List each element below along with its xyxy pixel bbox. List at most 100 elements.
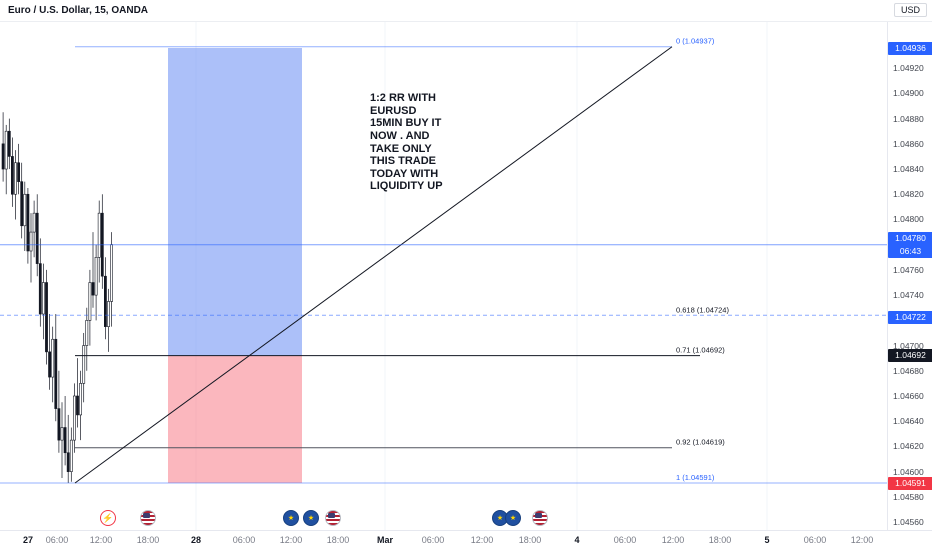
candle-body bbox=[104, 275, 107, 327]
candle-body bbox=[97, 212, 101, 258]
long-position-risk-zone[interactable] bbox=[168, 355, 302, 484]
fib-level-label: 0.71 (1.04692) bbox=[676, 346, 725, 355]
price-tick: 1.04920 bbox=[893, 63, 924, 74]
candle-body bbox=[79, 383, 83, 416]
candle-body bbox=[91, 282, 95, 296]
price-tag-value: 1.04591 bbox=[895, 477, 926, 488]
price-axis[interactable]: 1.04920 1.04900 1.04880 1.04860 1.04840 1.048… bbox=[887, 22, 932, 530]
price-tick: 1.04800 bbox=[893, 214, 924, 225]
candle-body bbox=[63, 427, 67, 454]
price-tick: 1.04580 bbox=[893, 491, 924, 502]
time-tick: 06:00 bbox=[45, 535, 69, 545]
candle-body bbox=[11, 156, 14, 195]
time-tick: 06:00 bbox=[803, 535, 827, 545]
event-us-flag-icon[interactable] bbox=[532, 510, 548, 526]
time-axis[interactable]: 27 06:00 12:00 18:00 28 06:00 12:00 18:00 Mar 06:… bbox=[0, 530, 932, 550]
time-tick: 12:00 bbox=[850, 535, 874, 545]
price-tick: 1.04560 bbox=[893, 517, 924, 528]
candle-body bbox=[85, 320, 89, 346]
candle-body bbox=[1, 143, 5, 170]
candle-body bbox=[60, 427, 64, 441]
candle-body bbox=[110, 244, 114, 302]
price-tick: 1.04880 bbox=[893, 113, 924, 124]
candle-body bbox=[82, 345, 86, 384]
price-tick: 1.04840 bbox=[893, 164, 924, 175]
candle-body bbox=[51, 338, 55, 378]
candle-body bbox=[66, 452, 70, 472]
price-tag-value: 1.04692 bbox=[895, 350, 926, 361]
symbol-title[interactable]: Euro / U.S. Dollar, 15, OANDA bbox=[8, 5, 149, 16]
candle-body bbox=[17, 162, 21, 182]
fib-price-tag[interactable]: 1.04722 bbox=[888, 311, 932, 325]
long-position-profit-zone[interactable] bbox=[168, 48, 302, 356]
candle-body bbox=[94, 257, 98, 296]
candle-body bbox=[32, 212, 36, 233]
candle-body bbox=[35, 212, 39, 264]
event-eu-flag-icon[interactable]: ★ bbox=[283, 510, 299, 526]
time-tick: 18:00 bbox=[326, 535, 350, 545]
candle-body bbox=[57, 408, 61, 441]
candle-body bbox=[38, 263, 42, 315]
candle-body bbox=[20, 181, 24, 227]
price-tick: 1.04740 bbox=[893, 290, 924, 301]
time-tick: 12:00 bbox=[279, 535, 303, 545]
target-price-tag[interactable]: 1.04936 bbox=[888, 41, 932, 55]
price-tag-value: 1.04936 bbox=[895, 42, 926, 53]
price-tick: 1.04660 bbox=[893, 391, 924, 401]
candle-body bbox=[4, 130, 8, 170]
price-tick: 1.04820 bbox=[893, 189, 924, 200]
candle-body bbox=[76, 395, 79, 416]
event-us-flag-icon[interactable] bbox=[140, 510, 156, 526]
price-tick: 1.04760 bbox=[893, 264, 924, 275]
event-bolt-icon[interactable]: ⚡ bbox=[100, 510, 116, 526]
candle-body bbox=[41, 282, 45, 315]
time-tick: 4 bbox=[574, 535, 580, 545]
event-us-flag-icon[interactable] bbox=[325, 510, 341, 526]
candle-body bbox=[73, 395, 76, 441]
price-tag-value: 1.04722 bbox=[895, 312, 926, 323]
price-tick: 1.04680 bbox=[893, 365, 924, 376]
time-tick: 06:00 bbox=[421, 535, 445, 545]
entry-price-tag[interactable]: 1.04692 bbox=[888, 349, 932, 363]
price-tick: 1.04860 bbox=[893, 138, 924, 149]
time-tick: 12:00 bbox=[470, 535, 494, 545]
candle-body bbox=[69, 439, 73, 472]
price-tick: 1.04640 bbox=[893, 416, 924, 427]
candle-body bbox=[48, 351, 52, 378]
time-tick: 18:00 bbox=[518, 535, 542, 545]
stop-price-tag[interactable]: 1.04591 bbox=[888, 476, 932, 490]
candle-body bbox=[23, 193, 27, 227]
event-eu-flag-icon[interactable]: ★ bbox=[505, 510, 521, 526]
currency-label[interactable]: USD bbox=[893, 3, 927, 17]
trend-line[interactable] bbox=[74, 46, 673, 484]
candle-body bbox=[7, 130, 11, 157]
current-price-tag[interactable]: 1.04780 06:43 bbox=[888, 231, 932, 258]
candle-body bbox=[29, 231, 33, 252]
chart-header: Euro / U.S. Dollar, 15, OANDA USD bbox=[0, 0, 932, 22]
price-tick: 1.04620 bbox=[893, 441, 924, 452]
time-tick: 18:00 bbox=[136, 535, 160, 545]
fib-level-label: 0 (1.04937) bbox=[676, 37, 715, 46]
fib-level-label: 0.618 (1.04724) bbox=[676, 305, 729, 314]
time-tick: 18:00 bbox=[708, 535, 732, 545]
trade-idea-note[interactable]: 1:2 RR WITH EURUSD 15MIN BUY IT NOW . AN… bbox=[370, 92, 443, 193]
candle-body bbox=[88, 282, 92, 321]
time-tick: 12:00 bbox=[661, 535, 685, 545]
price-tick: 1.04700 bbox=[893, 340, 924, 351]
price-tag-value: 1.04780 bbox=[895, 232, 926, 243]
time-tick: 12:00 bbox=[89, 535, 113, 545]
price-tick: 1.04900 bbox=[893, 88, 924, 99]
time-tick: 5 bbox=[764, 535, 770, 545]
fib-level-label: 0.92 (1.04619) bbox=[676, 438, 725, 447]
time-tick: 06:00 bbox=[232, 535, 256, 545]
candle-body bbox=[45, 282, 48, 353]
event-eu-flag-icon[interactable]: ★ bbox=[303, 510, 319, 526]
time-tick: 28 bbox=[190, 535, 202, 545]
time-tick: Mar bbox=[376, 535, 394, 545]
price-tick: 1.04600 bbox=[893, 466, 924, 477]
time-tick: 27 bbox=[22, 535, 34, 545]
candle-body bbox=[14, 162, 17, 195]
